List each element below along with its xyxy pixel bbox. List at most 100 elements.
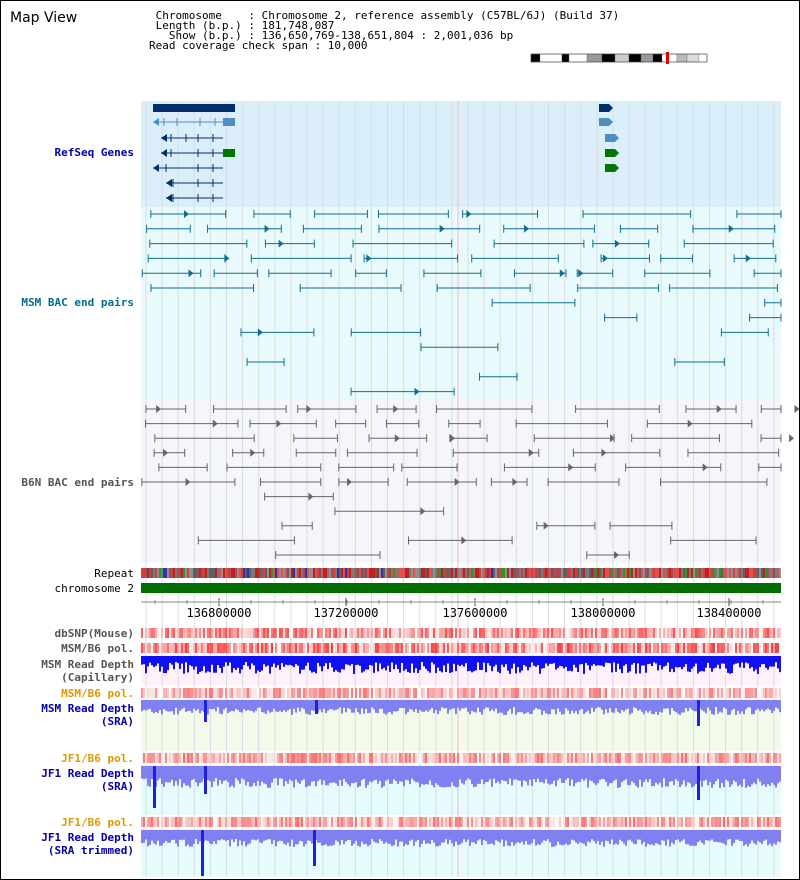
jf1-depth-bar (517, 766, 519, 781)
track-label-jf1-pol-2[interactable]: JF1/B6 pol. (61, 816, 134, 829)
repeat-segment (609, 568, 611, 578)
msm-depth-sra-bar (639, 700, 641, 710)
jf1-pol2-heat-cell (323, 817, 325, 827)
msm-pol2-heat-cell (719, 688, 721, 698)
repeat-segment (421, 568, 423, 578)
msm-depth-sra-bar (623, 700, 625, 712)
jf1-pol2-heat-cell (333, 817, 335, 827)
jf1-pol2-heat-cell (701, 817, 703, 827)
msm-depth-capillary-bar (177, 656, 179, 664)
jf1-pol2-heat-cell (527, 817, 529, 827)
jf1-trimmed-bar (701, 830, 703, 843)
track-label-msm-b6-pol-1[interactable]: MSM/B6 pol. (61, 642, 134, 655)
msm-depth-capillary-bar (517, 656, 519, 668)
jf1-depth-bar (409, 766, 411, 785)
gene-strand-arrow (615, 164, 619, 172)
jf1-pol-heat-cell (569, 753, 571, 763)
msm-depth-sra-bar (673, 700, 675, 711)
jf1-trimmed-bar (165, 830, 167, 842)
jf1-pol2-heat-cell (537, 817, 539, 827)
dbsnp-heat-cell (357, 628, 359, 638)
jf1-pol2-heat-cell (461, 817, 463, 827)
msm-depth-sra-bar (249, 700, 251, 711)
msm-pol2-heat-cell (297, 688, 299, 698)
jf1-trimmed-bar (443, 830, 445, 843)
msm-pol2-heat-cell (369, 688, 371, 698)
jf1-pol2-heat-cell (345, 817, 347, 827)
msm-depth-capillary-bar (583, 656, 585, 674)
jf1-pol-heat-cell (655, 753, 657, 763)
jf1-trimmed-bar (245, 830, 247, 847)
track-label-b6n-bac[interactable]: B6N BAC end pairs (21, 476, 134, 489)
msm-depth-sra-bar (685, 700, 687, 709)
msm-pol2-heat-cell (465, 688, 467, 698)
msm-pol-heat-cell (163, 643, 165, 653)
track-label-msm-depth-sra[interactable]: MSM Read Depth (SRA) (1, 702, 134, 728)
msm-pol-heat-cell (213, 643, 215, 653)
jf1-pol-heat-cell (383, 753, 385, 763)
msm-pol-heat-cell (537, 643, 539, 653)
track-label-dbsnp[interactable]: dbSNP(Mouse) (54, 627, 134, 640)
jf1-depth-bar (393, 766, 395, 780)
jf1-pol-heat-cell (143, 753, 145, 763)
msm-pol-heat-cell (517, 643, 519, 653)
dbsnp-heat-cell (479, 628, 481, 638)
jf1-pol-heat-cell (563, 753, 565, 763)
jf1-trimmed-bar (693, 830, 695, 846)
track-label-jf1-pol-1[interactable]: JF1/B6 pol. (61, 752, 134, 765)
msm-depth-sra-bar (457, 700, 459, 708)
jf1-pol-heat-cell (267, 753, 269, 763)
msm-pol2-heat-cell (743, 688, 745, 698)
jf1-pol2-heat-cell (183, 817, 185, 827)
dbsnp-heat-cell (261, 628, 263, 638)
jf1-trimmed-bar (321, 830, 323, 846)
dbsnp-heat-cell (211, 628, 213, 638)
jf1-depth-bar (483, 766, 485, 785)
msm-pol-heat-cell (697, 643, 699, 653)
msm-pol-heat-cell (611, 643, 613, 653)
msm-bac-end-arrow (602, 254, 608, 263)
msm-pol-heat-cell (405, 643, 407, 653)
repeat-segment (193, 568, 195, 578)
jf1-pol2-heat-cell (375, 817, 377, 827)
msm-pol2-heat-cell (739, 688, 741, 698)
jf1-pol-heat-cell (463, 753, 465, 763)
dbsnp-heat-cell (747, 628, 749, 638)
jf1-depth-bar (527, 766, 529, 786)
msm-depth-sra-bar (539, 700, 541, 710)
msm-pol2-heat-cell (387, 688, 389, 698)
track-label-jf1-depth[interactable]: JF1 Read Depth (SRA) (1, 767, 134, 793)
jf1-pol2-heat-cell (557, 817, 559, 827)
msm-depth-capillary-bar (415, 656, 417, 669)
msm-depth-capillary-bar (539, 656, 541, 674)
msm-depth-capillary-bar (725, 656, 727, 669)
msm-pol2-heat-cell (333, 688, 335, 698)
jf1-trimmed-bar (751, 830, 753, 841)
msm-depth-sra-bar (739, 700, 741, 714)
msm-pol2-heat-cell (689, 688, 691, 698)
msm-pol-heat-cell (193, 643, 195, 653)
dbsnp-heat-cell (171, 628, 173, 638)
msm-depth-capillary-bar (739, 656, 741, 668)
track-label-jf1-depth-trimmed[interactable]: JF1 Read Depth (SRA trimmed) (1, 831, 134, 857)
track-label-msm-depth-capillary[interactable]: MSM Read Depth (Capillary) (1, 658, 134, 684)
msm-pol-heat-cell (327, 643, 329, 653)
msm-pol-heat-cell (283, 643, 285, 653)
dbsnp-heat-cell (669, 628, 671, 638)
repeat-segment (259, 568, 261, 578)
dbsnp-heat-cell (733, 628, 735, 638)
repeat-segment (779, 568, 781, 578)
msm-pol2-heat-cell (331, 688, 333, 698)
msm-depth-sra-bar (305, 700, 307, 714)
msm-pol-heat-cell (367, 643, 369, 653)
track-label-refseq-genes[interactable]: RefSeq Genes (54, 146, 134, 159)
repeat-segment (743, 568, 745, 578)
track-label-msm-bac[interactable]: MSM BAC end pairs (21, 296, 134, 309)
jf1-pol-heat-cell (185, 753, 187, 763)
jf1-pol2-heat-cell (435, 817, 437, 827)
msm-pol2-heat-cell (673, 688, 675, 698)
jf1-pol2-heat-cell (259, 817, 261, 827)
dbsnp-heat-cell (483, 628, 485, 638)
track-label-msm-b6-pol-2[interactable]: MSM/B6 pol. (61, 687, 134, 700)
msm-pol-heat-cell (621, 643, 623, 653)
